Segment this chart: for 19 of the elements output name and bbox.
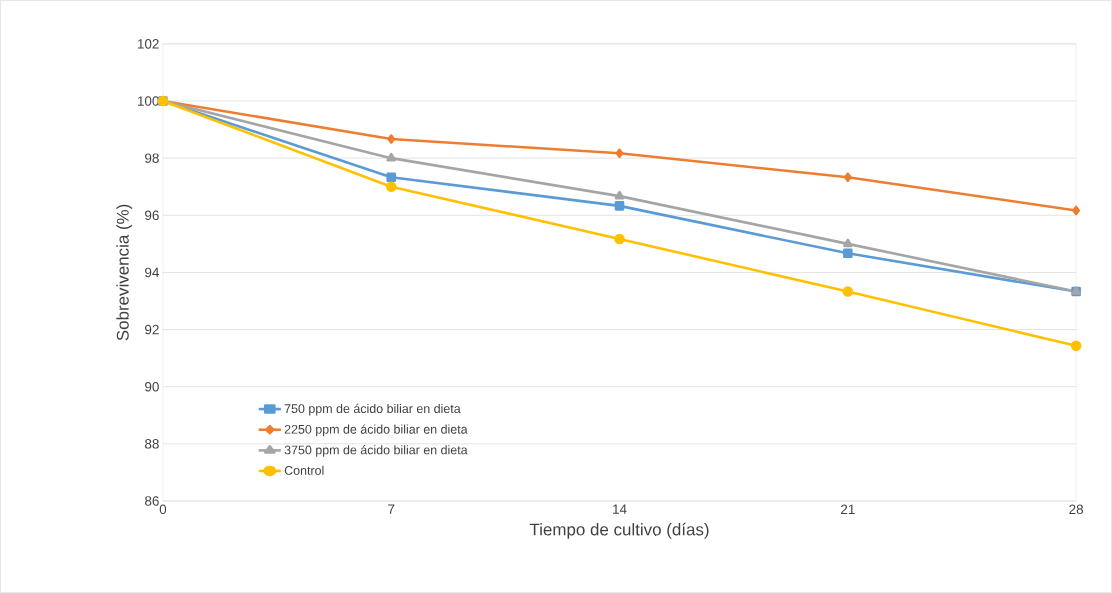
legend-label: Control [284, 465, 324, 475]
y-tick-label: 92 [145, 324, 159, 335]
legend-label: 2250 ppm de ácido biliar en dieta [284, 424, 468, 437]
y-axis-title: Sobrevivencia (%) [116, 204, 133, 341]
y-tick-label: 88 [145, 439, 159, 449]
x-tick-label: 0 [159, 504, 167, 515]
y-tick-label: 98 [145, 153, 159, 163]
y-tick-label: 86 [145, 496, 159, 506]
y-tick-label: 90 [145, 382, 159, 392]
x-tick-label: 7 [388, 504, 395, 514]
legend-label: 750 ppm de ácido biliar en dieta [284, 403, 461, 416]
x-tick-label: 28 [1069, 504, 1084, 515]
x-axis-title: Tiempo de cultivo (días) [529, 522, 709, 539]
y-tick-label: 96 [145, 210, 159, 221]
y-tick-label: 102 [137, 39, 159, 49]
y-tick-label: 94 [145, 267, 160, 278]
legend-label: 3750 ppm de ácido biliar en dieta [284, 445, 468, 457]
x-tick-label: 14 [613, 504, 627, 514]
x-tick-label: 21 [841, 504, 855, 514]
